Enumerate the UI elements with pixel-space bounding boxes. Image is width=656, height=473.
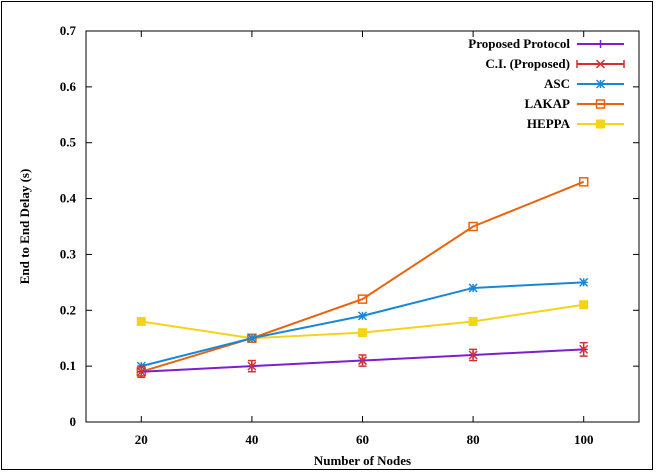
legend-label: C.I. (Proposed) (485, 56, 570, 71)
series-group (136, 177, 589, 379)
data-point (357, 356, 368, 366)
legend-label: ASC (544, 76, 570, 91)
legend-marker (595, 79, 606, 89)
tick-labels: 0 0.1 0.2 0.3 0.4 0.5 0.6 0.7 20 40 60 80 100 (60, 23, 594, 447)
y-tick-label: 0.7 (60, 23, 77, 38)
x-tick-label: 80 (467, 432, 480, 447)
legend-item: C.I. (Proposed) (485, 56, 625, 71)
legend-label: LAKAP (525, 96, 571, 111)
legend: Proposed Protocol C.I. (Proposed) ASC LAKAP… (468, 36, 625, 131)
data-point (136, 316, 146, 326)
data-point (136, 367, 146, 377)
legend-marker (596, 40, 605, 48)
data-point (358, 328, 367, 338)
data-point (579, 344, 589, 354)
data-point (579, 300, 589, 310)
axes (85, 30, 640, 423)
data-point (578, 177, 589, 187)
series-heppa (136, 300, 589, 343)
legend-item: ASC (544, 76, 624, 91)
y-tick-label: 0.1 (60, 358, 76, 373)
data-point (579, 277, 589, 287)
x-axis-label: Number of Nodes (314, 453, 411, 468)
legend-item: LAKAP (525, 96, 624, 111)
x-tick-label: 20 (135, 432, 148, 447)
y-tick-label: 0.2 (60, 302, 76, 317)
legend-marker (596, 119, 605, 129)
data-point (468, 316, 478, 326)
data-point (468, 350, 478, 360)
legend-label: HEPPA (527, 116, 571, 131)
data-point (247, 333, 257, 343)
legend-label: Proposed Protocol (468, 36, 570, 51)
y-tick-label: 0.6 (60, 79, 77, 94)
y-tick-label: 0.3 (60, 246, 77, 261)
data-point (357, 311, 368, 321)
data-point (247, 361, 257, 371)
legend-marker (595, 59, 606, 69)
legend-marker (595, 99, 606, 109)
y-tick-label: 0 (70, 414, 77, 429)
y-tick-label: 0.5 (60, 135, 77, 150)
data-point (357, 294, 368, 304)
x-tick-label: 40 (245, 432, 258, 447)
data-point (468, 221, 478, 232)
x-tick-label: 60 (356, 432, 369, 447)
legend-item: HEPPA (527, 116, 624, 131)
y-tick-label: 0.4 (60, 191, 77, 206)
legend-item: Proposed Protocol (468, 36, 624, 51)
series-line (141, 180, 585, 373)
series-c-i-proposed (136, 341, 589, 379)
series-lakap (136, 177, 589, 377)
data-point (468, 283, 478, 293)
x-tick-label: 100 (574, 432, 594, 447)
y-axis-label: End to End Delay (s) (17, 169, 32, 285)
